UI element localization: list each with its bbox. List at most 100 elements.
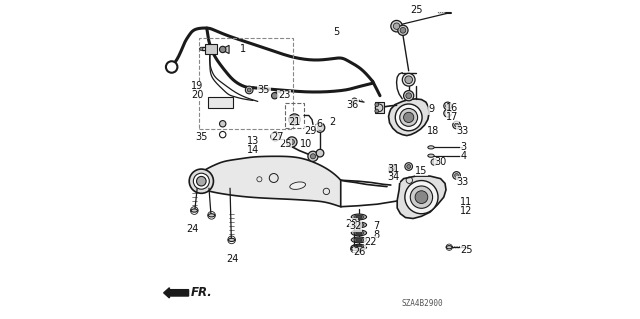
Ellipse shape [351,244,367,250]
Ellipse shape [428,154,434,157]
Text: 6: 6 [317,119,323,130]
Circle shape [404,91,414,101]
Text: 36: 36 [346,100,358,110]
Polygon shape [202,156,340,207]
Text: 25: 25 [410,5,422,15]
Ellipse shape [228,238,235,241]
Ellipse shape [351,214,367,220]
Circle shape [245,86,253,94]
Text: 8: 8 [374,230,380,241]
Ellipse shape [351,230,367,236]
Text: 24: 24 [187,224,199,234]
FancyArrow shape [164,288,189,298]
Text: 33: 33 [456,177,468,187]
Circle shape [444,109,451,117]
Circle shape [289,114,300,125]
Ellipse shape [191,209,198,212]
Circle shape [291,116,298,123]
Ellipse shape [290,182,305,189]
Circle shape [445,104,449,108]
Text: 18: 18 [427,126,439,137]
Circle shape [316,149,324,157]
Ellipse shape [351,222,367,228]
Circle shape [405,181,438,214]
Ellipse shape [356,232,362,234]
Text: 29: 29 [305,126,317,136]
Circle shape [375,109,379,113]
Circle shape [444,102,451,110]
Circle shape [431,159,437,165]
Polygon shape [208,97,233,108]
Text: 7: 7 [374,221,380,232]
Ellipse shape [351,247,358,250]
Text: 16: 16 [446,103,458,114]
Circle shape [166,61,177,73]
Text: 26: 26 [353,247,366,257]
Text: 10: 10 [300,139,312,149]
Text: 35: 35 [195,131,208,142]
Circle shape [394,23,400,29]
Circle shape [200,47,203,50]
Circle shape [287,137,297,147]
Ellipse shape [354,245,364,249]
Ellipse shape [351,237,367,243]
Circle shape [406,93,412,99]
Text: 15: 15 [415,166,428,176]
Circle shape [407,165,411,168]
Circle shape [193,173,209,189]
Circle shape [405,76,413,84]
Text: 34: 34 [388,172,400,182]
Ellipse shape [356,224,362,226]
Text: 24: 24 [226,254,238,264]
Text: 28: 28 [346,219,358,229]
Text: 33: 33 [456,126,468,136]
Circle shape [189,169,214,193]
Circle shape [316,123,324,132]
Text: 1: 1 [239,44,246,55]
Circle shape [404,112,414,122]
Text: 22: 22 [365,237,377,247]
Ellipse shape [354,215,364,219]
Circle shape [396,104,422,131]
Text: 5: 5 [333,27,339,37]
Ellipse shape [356,246,362,249]
Circle shape [454,174,458,177]
Ellipse shape [354,238,364,242]
Text: 3: 3 [460,142,467,152]
Ellipse shape [354,223,364,227]
Polygon shape [205,44,218,54]
Ellipse shape [354,231,364,235]
Circle shape [398,25,408,35]
Circle shape [400,108,418,126]
Circle shape [196,176,206,186]
Circle shape [352,98,357,103]
Circle shape [289,139,294,145]
Circle shape [220,46,226,53]
Circle shape [271,132,280,141]
Circle shape [410,186,433,208]
Polygon shape [397,176,446,219]
Circle shape [308,151,318,161]
Text: 19: 19 [191,81,203,91]
Circle shape [220,121,226,127]
Ellipse shape [446,246,452,249]
Ellipse shape [428,146,434,149]
Text: 35: 35 [258,85,270,95]
Text: SZA4B2900: SZA4B2900 [401,299,443,308]
Circle shape [452,121,460,129]
Text: 25: 25 [460,245,473,256]
Ellipse shape [209,214,215,217]
Polygon shape [221,45,229,54]
Circle shape [389,165,397,172]
Ellipse shape [356,216,362,218]
Circle shape [220,131,226,138]
Text: 13: 13 [246,136,259,146]
Circle shape [391,167,395,170]
Text: 4: 4 [460,151,467,161]
Text: 20: 20 [191,90,203,100]
Circle shape [310,154,316,159]
Circle shape [317,125,323,130]
Text: 25: 25 [280,139,292,149]
Circle shape [375,103,379,107]
Circle shape [405,163,413,170]
